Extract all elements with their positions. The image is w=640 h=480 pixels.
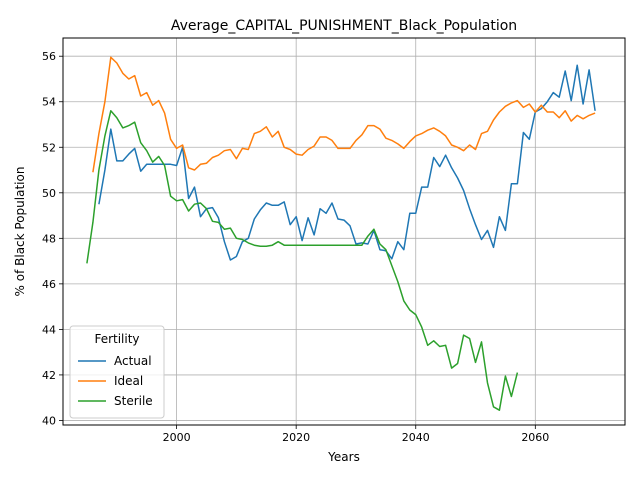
series-line-actual [98,64,596,261]
legend-title: Fertility [94,332,139,346]
y-axis: 40 42 44 46 48 50 52 54 56 [42,50,63,427]
legend-label-actual: Actual [114,354,152,368]
legend: Fertility Actual Ideal Sterile [69,325,165,419]
x-tick-label: 2000 [163,431,191,444]
x-axis: 2000 2020 2040 2060 [163,425,549,444]
y-tick-label: 46 [42,278,56,291]
legend-label-ideal: Ideal [114,374,143,388]
y-tick-label: 42 [42,369,56,382]
series-line-ideal [92,56,596,173]
y-tick-label: 50 [42,187,56,200]
x-tick-label: 2040 [402,431,430,444]
series-layer [86,56,596,411]
legend-box [69,325,165,419]
y-tick-label: 52 [42,141,56,154]
y-tick-label: 44 [42,323,56,336]
series-line-sterile [86,110,519,411]
y-tick-label: 54 [42,96,56,109]
x-tick-label: 2020 [282,431,310,444]
y-tick-label: 56 [42,50,56,63]
chart-title: Average_CAPITAL_PUNISHMENT_Black_Populat… [171,18,517,34]
legend-label-sterile: Sterile [114,394,153,408]
y-axis-label: % of Black Population [13,167,27,297]
plot-frame [62,37,626,426]
x-axis-label: Years [327,450,360,464]
y-tick-label: 40 [42,414,56,427]
y-tick-label: 48 [42,232,56,245]
x-tick-label: 2060 [521,431,549,444]
